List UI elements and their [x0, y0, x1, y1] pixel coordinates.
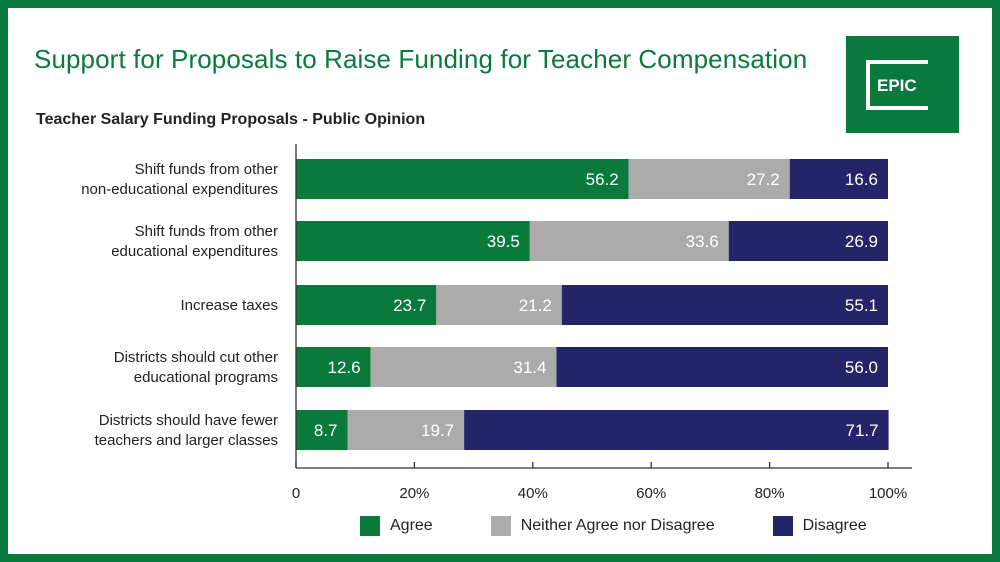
x-tick-label: 20% — [399, 485, 429, 502]
data-label: 31.4 — [513, 358, 546, 377]
data-label: 56.0 — [845, 358, 878, 377]
bar-disagree-2 — [561, 285, 888, 325]
epic-logo-mark: EPIC — [866, 60, 928, 110]
data-label: 19.7 — [421, 421, 454, 440]
data-label: 16.6 — [845, 170, 878, 189]
logo-text: EPIC — [877, 76, 917, 95]
stacked-bar-chart: 56.2 27.2 16.6 Shift funds from other non-ed… — [81, 144, 912, 502]
chart-legend: Agree Neither Agree nor Disagree Disagree — [360, 515, 867, 537]
bar-neither-agree-nor-disagree-2 — [436, 285, 562, 325]
category-label: Shift funds from other — [135, 223, 278, 240]
bar-disagree-0 — [789, 159, 888, 199]
legend-label: Disagree — [802, 517, 867, 534]
legend-label: Agree — [390, 517, 433, 534]
epic-logo: EPIC — [846, 36, 959, 133]
category-label: educational programs — [134, 369, 278, 386]
bar-agree-0 — [296, 159, 629, 199]
bar-agree-2 — [296, 285, 437, 325]
bar-neither-agree-nor-disagree-3 — [370, 347, 557, 387]
bar-agree-1 — [296, 221, 530, 261]
chart-title: Teacher Salary Funding Proposals - Publi… — [36, 111, 426, 128]
legend-item-agree: Agree — [360, 516, 433, 536]
data-label: 8.7 — [314, 421, 338, 440]
bar-neither-agree-nor-disagree-1 — [529, 221, 729, 261]
chart-frame: Support for Proposals to Raise Funding f… — [8, 8, 992, 554]
data-label: 39.5 — [487, 232, 520, 251]
bar-agree-3 — [296, 347, 371, 387]
category-label: teachers and larger classes — [95, 432, 278, 449]
x-tick-label: 80% — [755, 485, 785, 502]
category-label: Districts should cut other — [114, 349, 278, 366]
x-tick-label: 100% — [869, 485, 907, 502]
category-label: Shift funds from other — [135, 161, 278, 178]
category-label: non-educational expenditures — [81, 181, 278, 198]
page-title: Support for Proposals to Raise Funding f… — [34, 44, 808, 74]
data-label: 56.2 — [586, 170, 619, 189]
category-label: Districts should have fewer — [99, 412, 278, 429]
legend-item-neither-agree-nor-disagree: Neither Agree nor Disagree — [490, 516, 715, 536]
data-label: 21.2 — [519, 296, 552, 315]
category-label: Increase taxes — [180, 297, 278, 314]
legend-swatch — [360, 516, 380, 536]
data-label: 33.6 — [686, 232, 719, 251]
legend-swatch — [490, 516, 511, 536]
bar-neither-agree-nor-disagree-0 — [628, 159, 790, 199]
x-tick-label: 60% — [636, 485, 666, 502]
x-tick-label: 40% — [518, 485, 548, 502]
bar-agree-4 — [296, 410, 348, 450]
x-tick-label: 0 — [292, 485, 300, 502]
bar-disagree-3 — [556, 347, 888, 387]
data-label: 12.6 — [327, 358, 360, 377]
category-label: educational expenditures — [111, 243, 278, 260]
legend-item-disagree: Disagree — [772, 516, 867, 536]
legend-swatch — [772, 516, 793, 536]
legend-label: Neither Agree nor Disagree — [520, 517, 715, 534]
bar-disagree-1 — [728, 221, 888, 261]
data-label: 26.9 — [845, 232, 878, 251]
data-label: 23.7 — [393, 296, 426, 315]
bar-neither-agree-nor-disagree-4 — [347, 410, 465, 450]
data-label: 55.1 — [845, 296, 878, 315]
data-label: 71.7 — [845, 421, 878, 440]
data-label: 27.2 — [747, 170, 780, 189]
bar-disagree-4 — [464, 410, 889, 450]
